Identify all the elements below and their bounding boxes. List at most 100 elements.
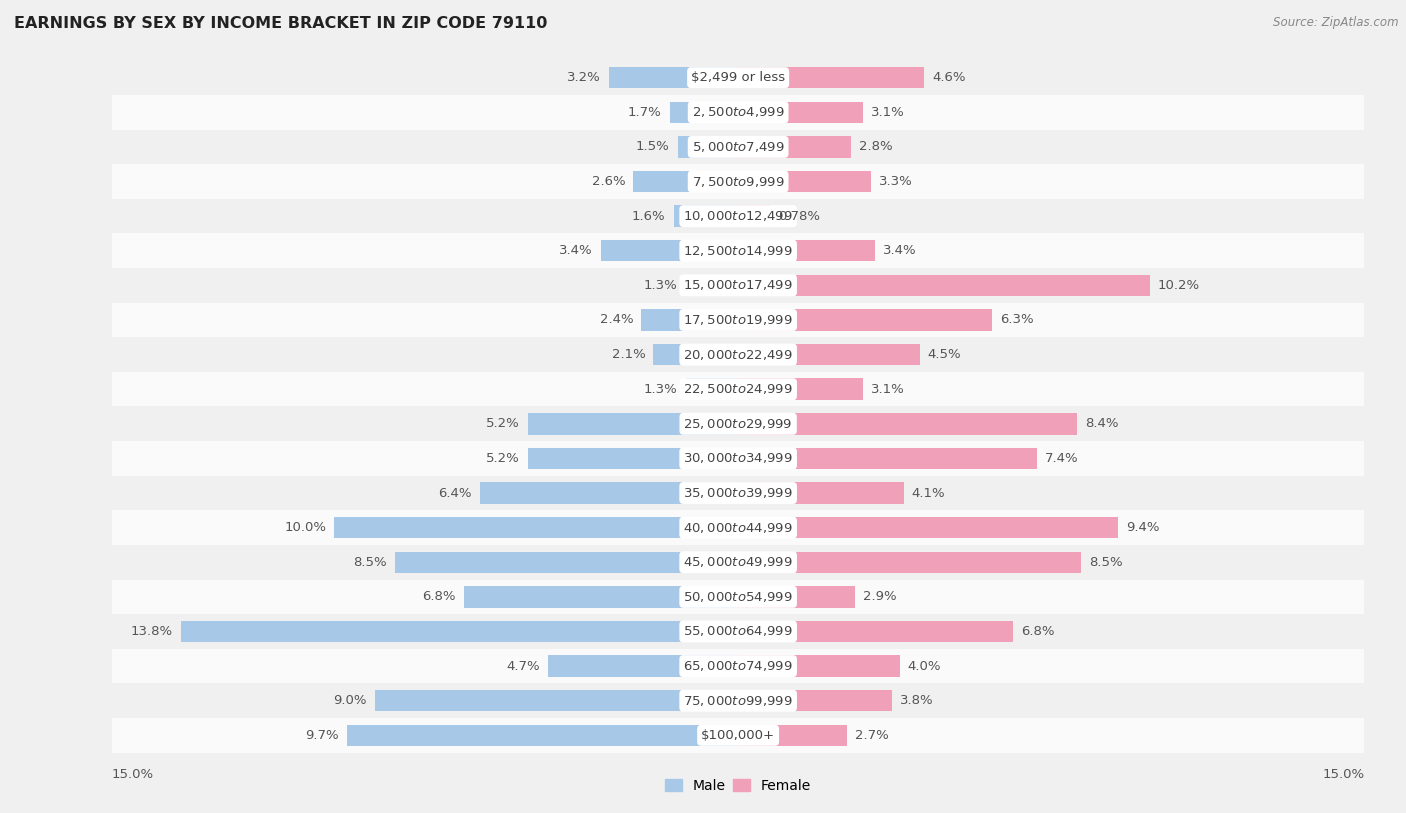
Text: 2.4%: 2.4%: [599, 314, 633, 327]
Bar: [738, 448, 1036, 469]
Bar: [11, 233, 1406, 268]
Bar: [686, 379, 738, 400]
Bar: [11, 372, 1406, 406]
Text: 1.5%: 1.5%: [636, 141, 669, 154]
Text: $25,000 to $29,999: $25,000 to $29,999: [683, 417, 793, 431]
Text: $12,500 to $14,999: $12,500 to $14,999: [683, 244, 793, 258]
Text: 8.5%: 8.5%: [1090, 556, 1123, 569]
Bar: [673, 206, 738, 227]
Bar: [11, 580, 1406, 614]
Text: 1.7%: 1.7%: [627, 106, 661, 119]
Bar: [738, 171, 872, 192]
Bar: [633, 171, 738, 192]
Text: 0.78%: 0.78%: [778, 210, 820, 223]
Text: 4.7%: 4.7%: [506, 659, 540, 672]
Bar: [11, 164, 1406, 199]
Bar: [11, 684, 1406, 718]
Bar: [686, 275, 738, 296]
Bar: [11, 614, 1406, 649]
Bar: [738, 240, 876, 262]
Text: $35,000 to $39,999: $35,000 to $39,999: [683, 486, 793, 500]
Bar: [479, 482, 738, 504]
Text: 4.1%: 4.1%: [911, 486, 945, 499]
Bar: [11, 406, 1406, 441]
Bar: [738, 413, 1077, 434]
Bar: [738, 309, 993, 331]
Bar: [609, 67, 738, 89]
Text: 4.5%: 4.5%: [928, 348, 962, 361]
Text: 3.3%: 3.3%: [879, 175, 912, 188]
Text: 3.2%: 3.2%: [567, 72, 600, 85]
Text: 4.6%: 4.6%: [932, 72, 966, 85]
Bar: [464, 586, 738, 607]
Bar: [11, 302, 1406, 337]
Text: $30,000 to $34,999: $30,000 to $34,999: [683, 451, 793, 465]
Bar: [11, 545, 1406, 580]
Bar: [11, 199, 1406, 233]
Text: 6.8%: 6.8%: [1021, 625, 1054, 638]
Bar: [738, 621, 1012, 642]
Bar: [11, 337, 1406, 372]
Text: 5.2%: 5.2%: [486, 452, 520, 465]
Bar: [347, 724, 738, 746]
Text: 3.1%: 3.1%: [872, 106, 905, 119]
Bar: [335, 517, 738, 538]
Bar: [738, 379, 863, 400]
Bar: [641, 309, 738, 331]
Text: 1.6%: 1.6%: [631, 210, 665, 223]
Text: $40,000 to $44,999: $40,000 to $44,999: [683, 520, 793, 535]
Bar: [11, 129, 1406, 164]
Text: Source: ZipAtlas.com: Source: ZipAtlas.com: [1274, 16, 1399, 29]
Bar: [11, 268, 1406, 302]
Bar: [738, 67, 924, 89]
Text: 2.7%: 2.7%: [855, 728, 889, 741]
Text: 3.4%: 3.4%: [560, 244, 593, 257]
Bar: [600, 240, 738, 262]
Text: $100,000+: $100,000+: [702, 728, 775, 741]
Bar: [738, 586, 855, 607]
Text: $55,000 to $64,999: $55,000 to $64,999: [683, 624, 793, 638]
Text: 9.4%: 9.4%: [1126, 521, 1159, 534]
Bar: [738, 551, 1081, 573]
Bar: [11, 441, 1406, 476]
Text: 7.4%: 7.4%: [1045, 452, 1078, 465]
Bar: [738, 102, 863, 123]
Text: $10,000 to $12,499: $10,000 to $12,499: [683, 209, 793, 223]
Bar: [375, 690, 738, 711]
Text: 3.4%: 3.4%: [883, 244, 917, 257]
Bar: [738, 482, 904, 504]
Text: 1.3%: 1.3%: [644, 279, 678, 292]
Text: $22,500 to $24,999: $22,500 to $24,999: [683, 382, 793, 396]
Text: 5.2%: 5.2%: [486, 417, 520, 430]
Text: 2.8%: 2.8%: [859, 141, 893, 154]
Text: 10.0%: 10.0%: [284, 521, 326, 534]
Text: $75,000 to $99,999: $75,000 to $99,999: [683, 693, 793, 707]
Text: $15,000 to $17,499: $15,000 to $17,499: [683, 278, 793, 293]
Bar: [529, 448, 738, 469]
Text: 2.1%: 2.1%: [612, 348, 645, 361]
Bar: [11, 649, 1406, 684]
Text: 8.5%: 8.5%: [353, 556, 387, 569]
Text: EARNINGS BY SEX BY INCOME BRACKET IN ZIP CODE 79110: EARNINGS BY SEX BY INCOME BRACKET IN ZIP…: [14, 16, 547, 31]
Text: 9.0%: 9.0%: [333, 694, 367, 707]
Text: 3.1%: 3.1%: [872, 383, 905, 396]
Bar: [548, 655, 738, 677]
Text: $45,000 to $49,999: $45,000 to $49,999: [683, 555, 793, 569]
Bar: [529, 413, 738, 434]
Text: $2,500 to $4,999: $2,500 to $4,999: [692, 106, 785, 120]
Text: 3.8%: 3.8%: [900, 694, 934, 707]
Bar: [11, 718, 1406, 753]
Bar: [11, 60, 1406, 95]
Text: 10.2%: 10.2%: [1159, 279, 1201, 292]
Bar: [669, 102, 738, 123]
Text: $2,499 or less: $2,499 or less: [692, 72, 785, 85]
Text: 6.4%: 6.4%: [439, 486, 472, 499]
Text: $5,000 to $7,499: $5,000 to $7,499: [692, 140, 785, 154]
Bar: [738, 724, 848, 746]
Text: $7,500 to $9,999: $7,500 to $9,999: [692, 175, 785, 189]
Text: 2.9%: 2.9%: [863, 590, 897, 603]
Bar: [738, 136, 851, 158]
Text: 2.6%: 2.6%: [592, 175, 626, 188]
Bar: [738, 690, 891, 711]
Bar: [738, 206, 769, 227]
